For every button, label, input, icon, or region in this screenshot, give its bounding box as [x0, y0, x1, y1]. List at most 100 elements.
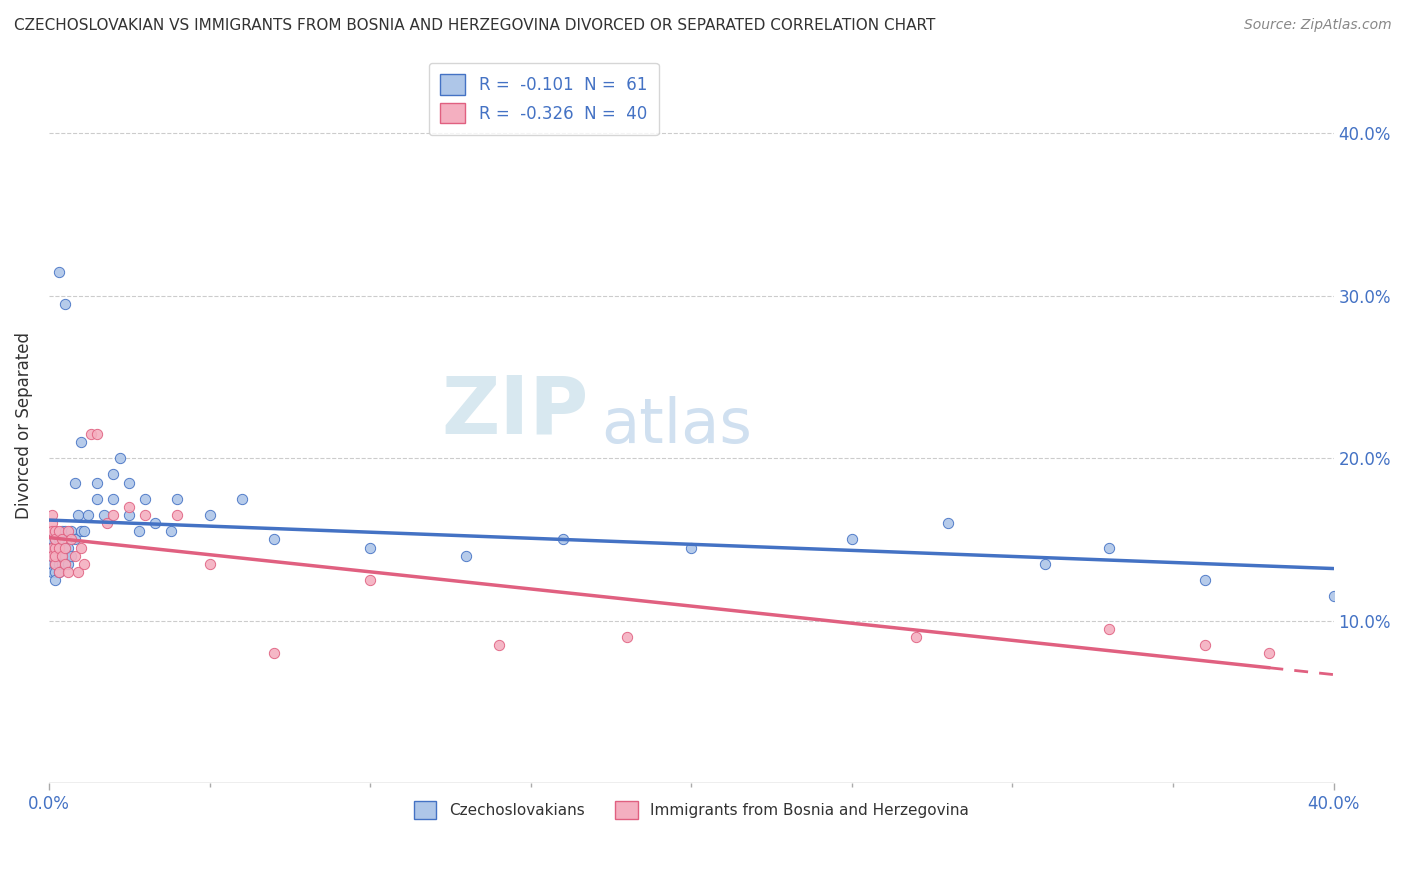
Point: [143, 516, 166, 531]
Point: [58, 524, 80, 539]
Point: [48, 549, 70, 563]
Point: [44, 557, 66, 571]
Point: [51, 557, 73, 571]
Point: [118, 500, 141, 514]
Point: [41, 541, 63, 555]
Point: [108, 451, 131, 466]
Point: [41, 557, 63, 571]
Point: [44, 533, 66, 547]
Point: [198, 557, 221, 571]
Point: [41, 565, 63, 579]
Point: [128, 524, 150, 539]
Point: [936, 516, 959, 531]
Point: [118, 475, 141, 490]
Point: [134, 491, 156, 506]
Point: [1033, 557, 1056, 571]
Point: [103, 467, 125, 482]
Point: [96, 516, 118, 531]
Y-axis label: Divorced or Separated: Divorced or Separated: [15, 333, 32, 519]
Point: [73, 557, 96, 571]
Point: [48, 524, 70, 539]
Point: [551, 533, 574, 547]
Point: [41, 533, 63, 547]
Point: [66, 565, 89, 579]
Point: [63, 533, 86, 547]
Point: [198, 508, 221, 522]
Point: [44, 541, 66, 555]
Point: [51, 533, 73, 547]
Point: [41, 549, 63, 563]
Point: [70, 435, 93, 450]
Point: [86, 475, 108, 490]
Point: [1323, 589, 1346, 603]
Point: [63, 549, 86, 563]
Point: [1194, 638, 1216, 652]
Point: [1098, 541, 1121, 555]
Point: [70, 524, 93, 539]
Point: [44, 573, 66, 587]
Point: [53, 541, 76, 555]
Text: Source: ZipAtlas.com: Source: ZipAtlas.com: [1244, 18, 1392, 32]
Point: [118, 508, 141, 522]
Point: [1098, 622, 1121, 636]
Point: [53, 524, 76, 539]
Point: [103, 491, 125, 506]
Point: [51, 549, 73, 563]
Point: [160, 524, 183, 539]
Point: [44, 533, 66, 547]
Point: [41, 541, 63, 555]
Point: [48, 533, 70, 547]
Point: [58, 565, 80, 579]
Point: [53, 297, 76, 311]
Point: [44, 549, 66, 563]
Point: [44, 524, 66, 539]
Point: [86, 491, 108, 506]
Point: [58, 557, 80, 571]
Point: [681, 541, 703, 555]
Point: [66, 508, 89, 522]
Text: atlas: atlas: [602, 396, 752, 456]
Point: [93, 508, 115, 522]
Point: [41, 549, 63, 563]
Point: [166, 508, 188, 522]
Point: [60, 524, 83, 539]
Point: [51, 541, 73, 555]
Point: [359, 573, 381, 587]
Point: [134, 508, 156, 522]
Point: [53, 549, 76, 563]
Point: [48, 557, 70, 571]
Point: [73, 524, 96, 539]
Point: [86, 426, 108, 441]
Point: [44, 549, 66, 563]
Point: [44, 557, 66, 571]
Point: [166, 491, 188, 506]
Point: [76, 508, 98, 522]
Point: [616, 630, 638, 644]
Point: [51, 524, 73, 539]
Point: [263, 533, 285, 547]
Point: [1258, 646, 1281, 660]
Point: [44, 541, 66, 555]
Point: [456, 549, 478, 563]
Text: ZIP: ZIP: [441, 373, 589, 450]
Point: [41, 516, 63, 531]
Point: [44, 524, 66, 539]
Point: [231, 491, 253, 506]
Point: [263, 646, 285, 660]
Point: [53, 557, 76, 571]
Legend: Czechoslovakians, Immigrants from Bosnia and Herzegovina: Czechoslovakians, Immigrants from Bosnia…: [408, 795, 976, 825]
Point: [48, 565, 70, 579]
Point: [60, 533, 83, 547]
Point: [48, 565, 70, 579]
Point: [488, 638, 510, 652]
Point: [63, 475, 86, 490]
Point: [841, 533, 863, 547]
Point: [60, 549, 83, 563]
Point: [41, 524, 63, 539]
Point: [44, 565, 66, 579]
Text: CZECHOSLOVAKIAN VS IMMIGRANTS FROM BOSNIA AND HERZEGOVINA DIVORCED OR SEPARATED : CZECHOSLOVAKIAN VS IMMIGRANTS FROM BOSNI…: [14, 18, 935, 33]
Point: [48, 541, 70, 555]
Point: [48, 264, 70, 278]
Point: [359, 541, 381, 555]
Point: [70, 541, 93, 555]
